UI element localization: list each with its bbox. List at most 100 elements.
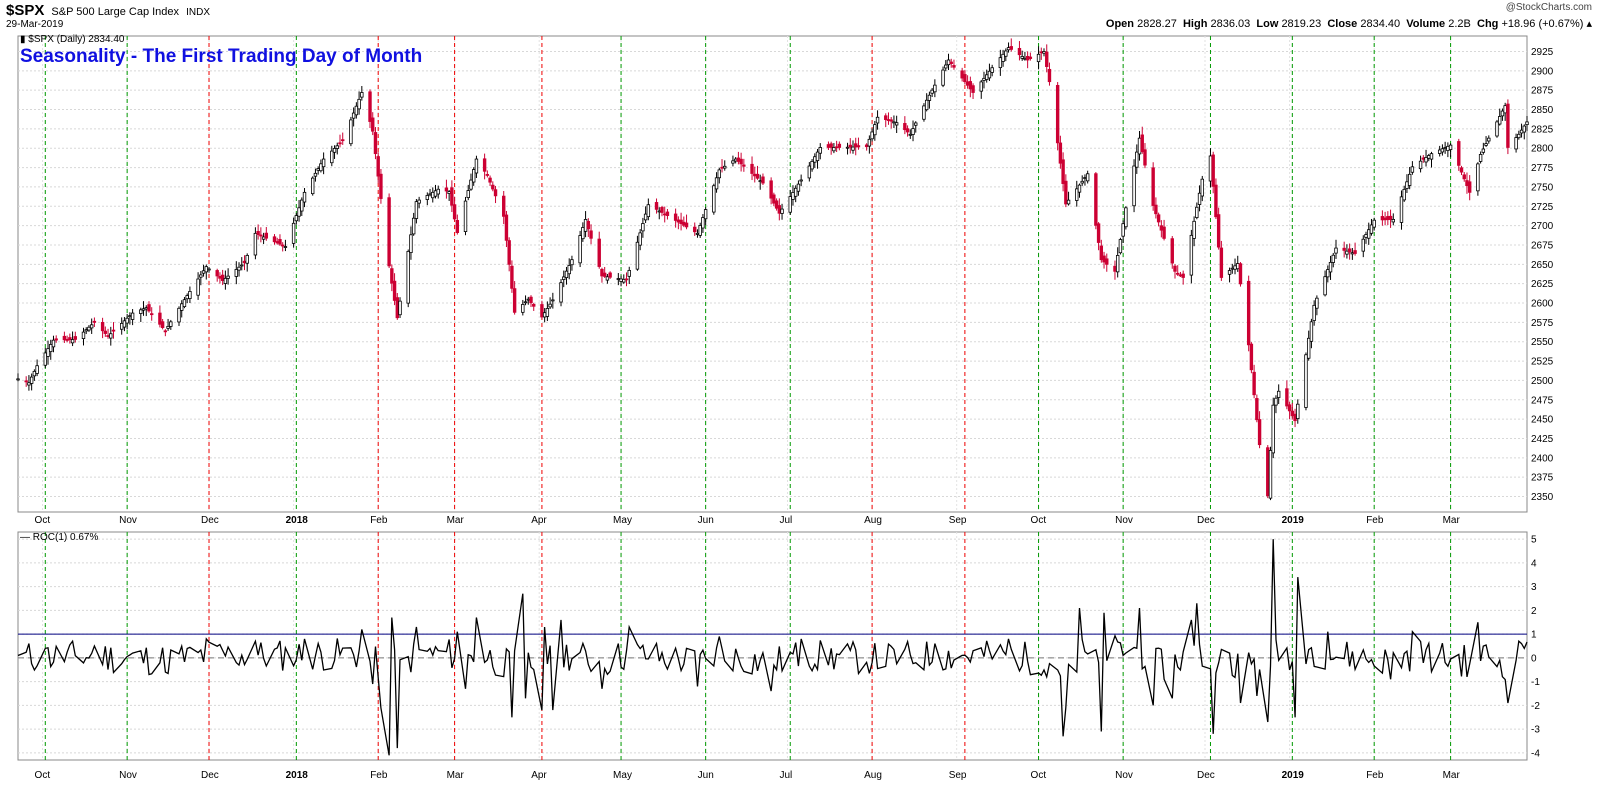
candle-body bbox=[622, 278, 626, 283]
candle-body bbox=[1214, 184, 1218, 218]
price-legend: ▮ $SPX (Daily) 2834.40 bbox=[20, 34, 125, 45]
candle-body bbox=[602, 272, 607, 277]
candle-body bbox=[1287, 404, 1292, 412]
candle-body bbox=[1208, 155, 1213, 182]
candle-body bbox=[280, 244, 285, 247]
candle-body bbox=[1367, 229, 1371, 239]
candle-body bbox=[712, 185, 716, 213]
x-tick-label: Mar bbox=[1443, 770, 1461, 781]
x-tick-label: May bbox=[613, 515, 632, 526]
candle-body bbox=[646, 204, 651, 218]
candle-body bbox=[971, 85, 975, 93]
candle-body bbox=[1418, 160, 1423, 170]
x-tick-label: Feb bbox=[1366, 515, 1384, 526]
x-tick-label: Jul bbox=[780, 770, 793, 781]
candle-body bbox=[158, 312, 162, 325]
candle-body bbox=[1047, 68, 1052, 83]
candle-body bbox=[703, 209, 708, 220]
candle-body bbox=[488, 177, 492, 183]
candle-body bbox=[223, 277, 228, 284]
candle-body bbox=[1170, 238, 1174, 264]
candle-body bbox=[982, 77, 986, 81]
candle-body bbox=[1039, 51, 1043, 54]
candle-body bbox=[436, 188, 440, 195]
roc-y-tick-label: 2 bbox=[1531, 606, 1537, 617]
candle-body bbox=[1331, 254, 1335, 263]
candle-body bbox=[264, 232, 269, 239]
open-label: Open bbox=[1105, 18, 1135, 30]
candle-body bbox=[903, 123, 907, 131]
candle-body bbox=[676, 219, 681, 223]
scroll-up-icon[interactable]: ▴ bbox=[1586, 18, 1592, 30]
candle-body bbox=[848, 144, 852, 148]
candle-body bbox=[1465, 180, 1469, 186]
candle-body bbox=[111, 329, 116, 332]
roc-chart: -4 -3 -2 -1 0 1 2 3 4 5 Oct Nov Dec 2018 Feb Mar Apr May J… bbox=[17, 531, 1540, 781]
candle-body bbox=[780, 208, 784, 214]
candle-body bbox=[542, 312, 547, 318]
candle-body bbox=[313, 172, 318, 177]
candle-body bbox=[813, 156, 817, 163]
candle-body bbox=[733, 158, 738, 162]
candle-body bbox=[578, 235, 582, 264]
candle-body bbox=[338, 142, 342, 145]
candle-body bbox=[452, 204, 457, 220]
candle-body bbox=[406, 250, 410, 304]
x-tick-label: Dec bbox=[201, 770, 219, 781]
candle-body bbox=[608, 272, 612, 278]
candle-body bbox=[1023, 57, 1027, 60]
candle-body bbox=[1345, 250, 1349, 255]
candle-body bbox=[160, 321, 165, 328]
candle-body bbox=[753, 173, 757, 177]
candle-body bbox=[643, 213, 648, 221]
candle-body bbox=[701, 217, 705, 229]
candle-body bbox=[758, 180, 762, 183]
x-tick-label: Oct bbox=[35, 515, 51, 526]
candle-body bbox=[1176, 272, 1180, 275]
candle-body bbox=[1115, 255, 1120, 273]
roc-legend: — ROC(1) 0.67% bbox=[20, 532, 99, 543]
candle-body bbox=[845, 146, 850, 149]
candle-body bbox=[128, 315, 132, 318]
x-tick-label: Oct bbox=[1031, 515, 1047, 526]
candle-body bbox=[742, 164, 746, 167]
candle-body bbox=[829, 143, 833, 148]
candle-body bbox=[1137, 137, 1142, 155]
low-label: Low bbox=[1256, 18, 1279, 30]
candle-body bbox=[551, 299, 555, 302]
candle-body bbox=[278, 238, 282, 245]
candle-body bbox=[122, 320, 127, 328]
candle-body bbox=[196, 278, 200, 296]
candle-body bbox=[1285, 388, 1289, 407]
candle-body bbox=[818, 147, 822, 154]
price-y-tick-label: 2775 bbox=[1531, 163, 1554, 174]
candle-body bbox=[1102, 255, 1106, 263]
candle-body bbox=[201, 270, 206, 274]
candle-body bbox=[73, 336, 78, 340]
candle-body bbox=[24, 380, 28, 383]
candle-body bbox=[559, 282, 563, 303]
x-tick-label: Apr bbox=[531, 770, 547, 781]
candle-body bbox=[1290, 410, 1295, 417]
candle-body bbox=[1446, 145, 1450, 151]
x-tick-label: Nov bbox=[1115, 770, 1133, 781]
price-y-tick-label: 2650 bbox=[1531, 260, 1554, 271]
candle-body bbox=[1006, 47, 1011, 51]
candle-body bbox=[259, 234, 263, 237]
candle-body bbox=[548, 303, 552, 308]
candle-body bbox=[769, 180, 773, 199]
candle-body bbox=[431, 191, 435, 199]
candle-body bbox=[1219, 247, 1224, 278]
candle-body bbox=[529, 296, 533, 304]
chg-value: +18.96 (+0.67%) bbox=[1501, 18, 1584, 30]
candle-body bbox=[682, 221, 686, 226]
candle-body bbox=[272, 236, 277, 243]
candle-body bbox=[182, 299, 187, 308]
candle-body bbox=[777, 205, 782, 214]
candle-body bbox=[731, 160, 735, 164]
candle-body bbox=[589, 230, 593, 239]
candle-body bbox=[253, 232, 258, 256]
candle-body bbox=[166, 325, 170, 329]
candle-body bbox=[1064, 180, 1068, 205]
price-chart: 2350 2375 2400 2425 2450 2475 2500 2525 2550 2575… bbox=[16, 35, 1554, 526]
